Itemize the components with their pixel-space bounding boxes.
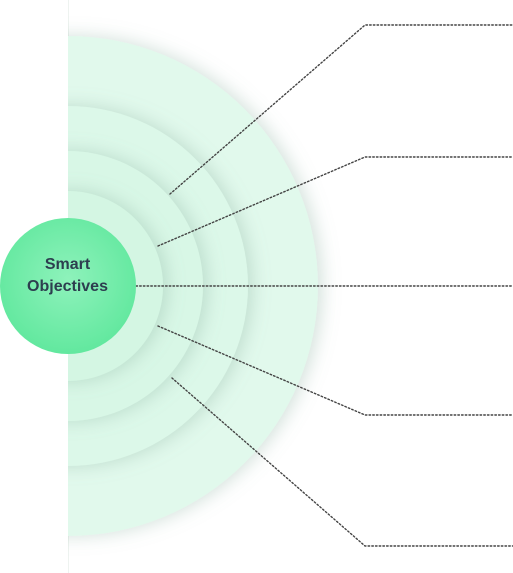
center-label: Smart Objectives <box>27 256 108 295</box>
connector-line-4 <box>157 325 513 416</box>
connector-line-1 <box>169 24 513 195</box>
connector-line-2 <box>157 156 513 247</box>
connector-line-5 <box>171 377 513 547</box>
center-circle <box>0 218 136 354</box>
